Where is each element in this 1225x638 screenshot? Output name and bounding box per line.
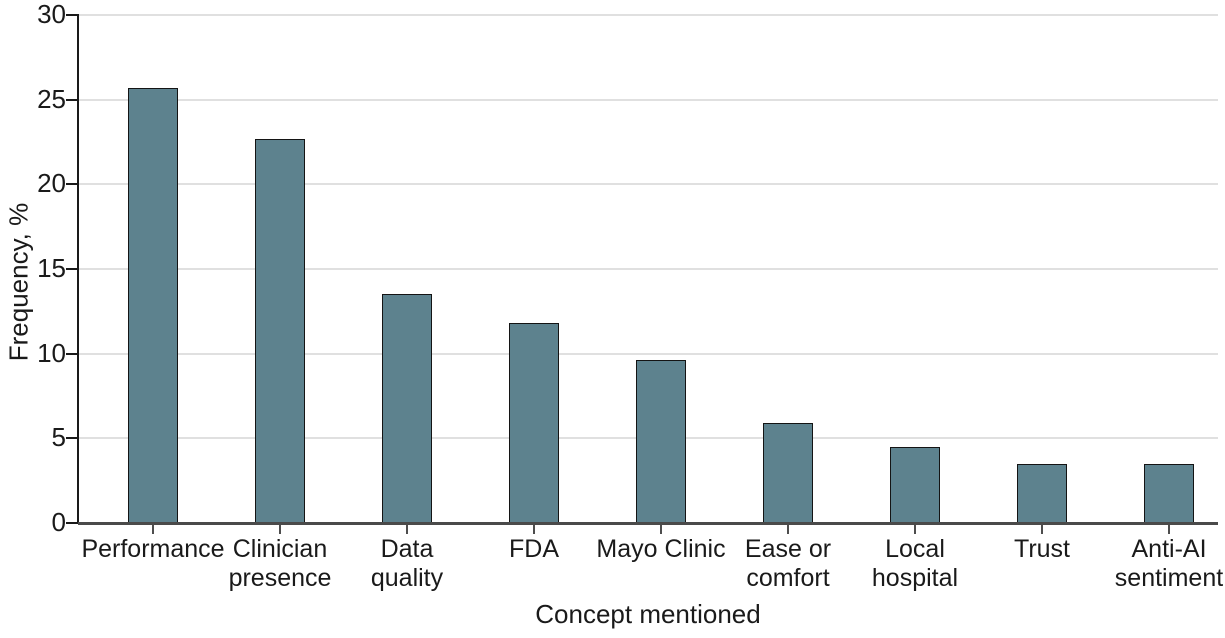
x-tick-mark-ease-or-comfort [787, 524, 789, 534]
x-tick-mark-clinician-presence [279, 524, 281, 534]
category-label-line: Mayo Clinic [596, 535, 726, 563]
x-tick-mark-performance [152, 524, 154, 534]
category-label-line: FDA [509, 535, 559, 563]
category-label-line: quality [370, 564, 444, 592]
x-tick-mark-trust [1041, 524, 1043, 534]
category-label-line: Trust [1013, 535, 1071, 563]
bar-clinician-presence [255, 138, 305, 523]
y-tick-mark-25 [66, 98, 78, 101]
x-tick-mark-mayo-clinic [660, 524, 662, 534]
category-label-mayo-clinic: Mayo Clinic [566, 535, 756, 564]
bar-mayo-clinic [636, 360, 686, 523]
category-label-performance: Performance [58, 535, 248, 564]
gridline-10 [78, 352, 1218, 355]
y-tick-label-25: 25 [37, 83, 66, 114]
y-tick-mark-20 [66, 183, 78, 186]
category-label-ease-or-comfort: Ease or comfort [693, 535, 883, 593]
x-tick-mark-local-hospital [914, 524, 916, 534]
category-label-line: sentiment [1114, 564, 1224, 592]
category-label-line: Data [380, 535, 434, 563]
y-tick-label-15: 15 [37, 253, 66, 284]
bar-performance [128, 87, 178, 523]
y-axis-title: Frequency, % [3, 202, 34, 362]
category-label-line: presence [228, 564, 332, 592]
y-tick-label-10: 10 [37, 337, 66, 368]
x-tick-mark-fda [533, 524, 535, 534]
gridline-20 [78, 183, 1218, 186]
x-tick-mark-data-quality [406, 524, 408, 534]
category-label-fda: FDA [439, 535, 629, 564]
category-label-local-hospital: Local hospital [820, 535, 1010, 593]
category-label-trust: Trust [947, 535, 1137, 564]
y-tick-label-20: 20 [37, 168, 66, 199]
bar-trust [1017, 463, 1067, 523]
category-label-data-quality: Data quality [312, 535, 502, 593]
bar-fda [509, 323, 559, 523]
category-label-line: Ease or [744, 535, 832, 563]
y-tick-mark-0 [66, 522, 78, 524]
y-tick-mark-10 [66, 352, 78, 355]
category-label-anti-ai-sentiment: Anti-AI sentiment [1074, 535, 1225, 593]
gridline-30 [78, 14, 1218, 17]
y-tick-mark-30 [66, 14, 78, 17]
y-tick-label-30: 30 [37, 0, 66, 30]
category-label-line: Clinician [232, 535, 328, 563]
category-label-line: comfort [746, 564, 830, 592]
x-axis-baseline [78, 522, 1218, 525]
y-tick-mark-15 [66, 268, 78, 271]
bar-local-hospital [890, 446, 940, 523]
category-label-line: hospital [871, 564, 959, 592]
category-label-clinician-presence: Clinician presence [185, 535, 375, 593]
gridline-15 [78, 268, 1218, 271]
bar-ease-or-comfort [763, 423, 813, 523]
category-label-line: Local [885, 535, 945, 563]
bar-data-quality [382, 294, 432, 523]
y-axis-line [77, 14, 79, 524]
y-tick-label-5: 5 [51, 422, 66, 453]
bar-anti-ai-sentiment [1144, 463, 1194, 523]
y-tick-label-0: 0 [51, 506, 66, 537]
x-tick-mark-anti-ai-sentiment [1168, 524, 1170, 534]
gridline-25 [78, 98, 1218, 101]
category-label-line: Performance [81, 535, 225, 563]
y-tick-mark-5 [66, 437, 78, 440]
x-axis-title: Concept mentioned [535, 599, 761, 629]
category-label-line: Anti-AI [1131, 535, 1207, 563]
